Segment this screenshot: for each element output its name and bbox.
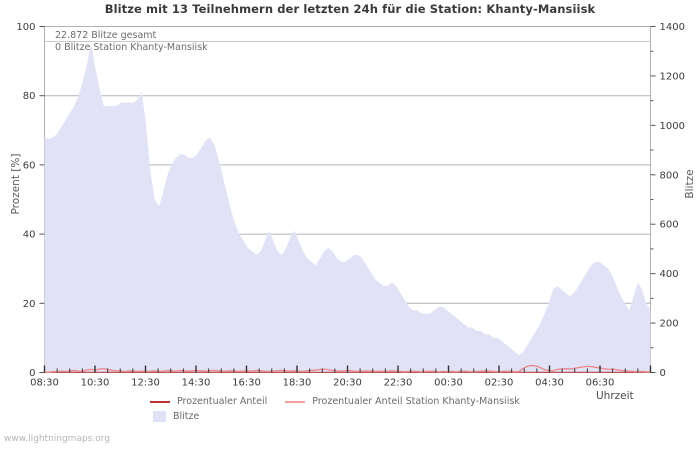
svg-text:800: 800 [660,170,679,181]
svg-text:1400: 1400 [660,22,685,33]
x-axis-label: Uhrzeit [596,390,634,402]
y-axis-right-ticks: 0 200 400 600 800 1000 1200 1400 [650,22,685,379]
svg-text:08:30: 08:30 [30,378,59,389]
legend-row-2: Blitze [150,409,570,424]
svg-text:1200: 1200 [660,71,685,82]
svg-text:10:30: 10:30 [81,378,110,389]
svg-text:16:30: 16:30 [232,378,261,389]
chart-legend: Prozentualer Anteil Prozentualer Anteil … [150,394,570,424]
legend-label-blitze: Blitze [173,411,200,422]
legend-line-swatch-icon [150,400,170,403]
footer-watermark: www.lightningmaps.org [4,434,110,444]
svg-text:1000: 1000 [660,121,685,132]
svg-text:100: 100 [16,22,35,33]
legend-item-blitze[interactable]: Blitze [150,411,199,422]
svg-text:60: 60 [23,160,36,171]
svg-text:04:30: 04:30 [535,378,564,389]
x-axis-ticks: 08:30 10:30 12:30 14:30 16:30 18:30 20:30 22:30… [30,365,652,389]
y-axis-right-label: Blitze [684,169,696,199]
svg-text:40: 40 [23,230,36,241]
svg-text:18:30: 18:30 [283,378,312,389]
legend-label-prozentualer-anteil: Prozentualer Anteil [177,396,268,407]
legend-item-prozentualer-anteil[interactable]: Prozentualer Anteil [150,396,267,407]
svg-text:22:30: 22:30 [384,378,413,389]
svg-text:02:30: 02:30 [485,378,514,389]
legend-label-prozentualer-anteil-station: Prozentualer Anteil Station Khanty-Mansi… [312,396,520,407]
svg-text:14:30: 14:30 [182,378,211,389]
legend-row-1: Prozentualer Anteil Prozentualer Anteil … [150,394,570,409]
svg-text:0: 0 [29,368,35,379]
svg-text:12:30: 12:30 [131,378,160,389]
svg-text:20: 20 [23,299,36,310]
annotation-box: 22.872 Blitze gesamt 0 Blitze Station Kh… [44,30,651,53]
legend-item-prozentualer-anteil-station[interactable]: Prozentualer Anteil Station Khanty-Mansi… [285,396,520,407]
svg-text:00:30: 00:30 [434,378,463,389]
svg-text:0: 0 [660,368,666,379]
chart-title: Blitze mit 13 Teilnehmern der letzten 24… [104,2,596,16]
area-series-blitze [44,43,651,373]
svg-text:600: 600 [660,220,679,231]
y-axis-left-ticks: 0 20 40 60 80 100 [16,22,45,379]
svg-text:400: 400 [660,269,679,280]
annotation-total-line: 22.872 Blitze gesamt [55,30,157,41]
svg-text:200: 200 [660,319,679,330]
annotation-station-line: 0 Blitze Station Khanty-Mansiisk [55,42,208,53]
legend-line-swatch-light-icon [285,400,306,403]
svg-text:80: 80 [23,91,36,102]
svg-text:06:30: 06:30 [586,378,615,389]
svg-text:20:30: 20:30 [333,378,362,389]
legend-area-swatch-icon [153,411,166,422]
y-axis-left-label: Prozent [%] [10,153,22,215]
